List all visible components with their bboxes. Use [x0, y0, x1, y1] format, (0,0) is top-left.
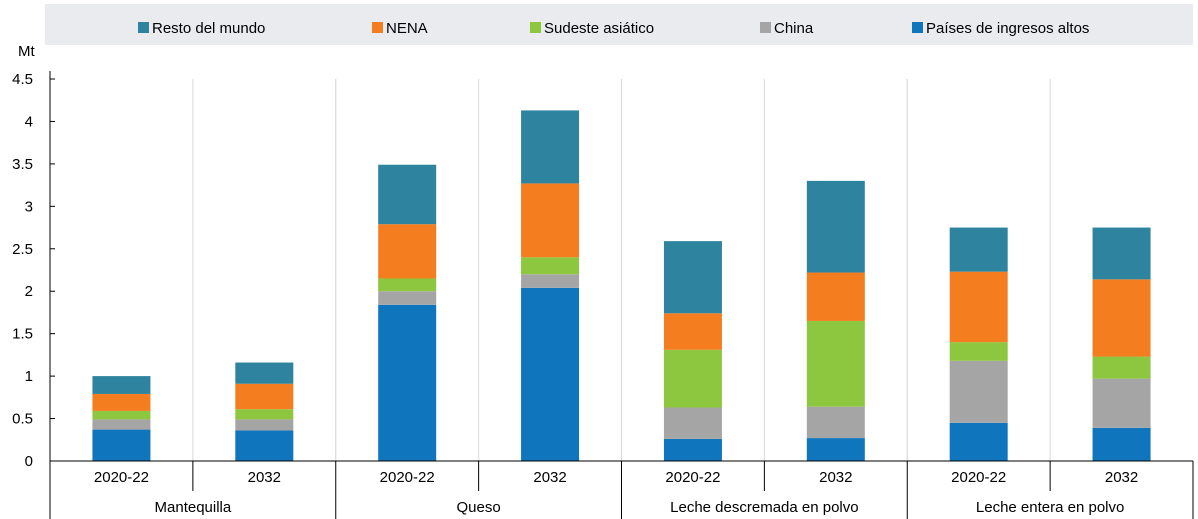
bar-segment — [92, 393, 151, 411]
x-group-label: Mantequilla — [155, 499, 232, 516]
bar-segment — [663, 407, 722, 439]
x-category-label: 2032 — [819, 469, 852, 486]
bar-segment — [806, 438, 865, 461]
y-tick-label: 1.5 — [12, 326, 33, 343]
bar-segment — [806, 320, 865, 407]
legend-label: Sudeste asiático — [544, 20, 654, 37]
bar-segment — [521, 274, 580, 288]
legend-label: Países de ingresos altos — [926, 20, 1089, 37]
bar-segment — [1092, 378, 1151, 428]
bar-segment — [663, 241, 722, 314]
legend-label: China — [774, 20, 814, 37]
x-category-label: 2020-22 — [380, 469, 435, 486]
bar-segment — [235, 383, 294, 410]
y-tick-label: 4 — [25, 113, 33, 130]
legend-swatch — [912, 22, 923, 33]
bars — [92, 110, 1151, 461]
bar-segment — [663, 313, 722, 350]
legend-label: NENA — [386, 20, 428, 37]
axes — [49, 71, 1194, 519]
bar-segment — [806, 406, 865, 439]
legend: Resto del mundo NENA Sudeste asiático China… — [138, 20, 1089, 37]
bar-segment — [235, 362, 294, 384]
x-category-label: 2020-22 — [951, 469, 1006, 486]
legend-swatch — [372, 22, 383, 33]
legend-swatch — [760, 22, 771, 33]
x-category-label: 2032 — [533, 469, 566, 486]
bar-segment — [521, 183, 580, 258]
bar-segment — [92, 410, 151, 420]
bar-segment — [235, 419, 294, 431]
bar-segment — [949, 342, 1008, 361]
bar-segment — [378, 278, 437, 292]
y-tick-label: 1 — [25, 368, 33, 385]
bar-segment — [521, 287, 580, 461]
bar-segment — [949, 422, 1008, 461]
y-tick-label: 2 — [25, 283, 33, 300]
legend-background — [45, 4, 1193, 45]
x-category-label: 2032 — [1105, 469, 1138, 486]
bar-segment — [949, 271, 1008, 343]
bar-segment — [92, 419, 151, 430]
bar-segment — [235, 430, 294, 461]
legend-swatch — [530, 22, 541, 33]
x-axis-labels: 2020-22 2032 2020-22 2032 2020-22 2032 2020-22… — [94, 469, 1138, 486]
bar-segment — [949, 360, 1008, 423]
bar-segment — [1092, 356, 1151, 379]
bar-segment — [521, 257, 580, 275]
x-category-label: 2020-22 — [665, 469, 720, 486]
y-tick-label: 3.5 — [12, 156, 33, 173]
bar-segment — [663, 438, 722, 461]
bar-segment — [378, 224, 437, 279]
bar-segment — [806, 272, 865, 321]
bar-segment — [92, 376, 151, 394]
bar-segment — [92, 429, 151, 461]
legend-swatch — [138, 22, 149, 33]
bar-segment — [806, 180, 865, 273]
legend-label: Resto del mundo — [152, 20, 265, 37]
bar-segment — [378, 304, 437, 461]
bar-segment — [521, 110, 580, 184]
y-tick-label: 0.5 — [12, 411, 33, 428]
x-group-label: Leche descremada en polvo — [670, 499, 858, 516]
bar-segment — [663, 349, 722, 408]
y-axis-unit: Mt — [18, 43, 35, 60]
bar-segment — [1092, 279, 1151, 357]
bar-segment — [949, 227, 1008, 272]
bar-segment — [1092, 427, 1151, 461]
x-group-label: Leche entera en polvo — [976, 499, 1124, 516]
x-category-label: 2020-22 — [94, 469, 149, 486]
y-tick-label: 4.5 — [12, 71, 33, 88]
bar-segment — [235, 409, 294, 420]
bar-segment — [378, 164, 437, 225]
bar-segment — [378, 291, 437, 305]
y-tick-label: 0 — [25, 453, 33, 470]
group-separators — [192, 79, 1051, 461]
y-tick-label: 2.5 — [12, 241, 33, 258]
y-axis-ticks: 0 0.5 1 1.5 2 2.5 3 3.5 4 4.5 — [12, 71, 55, 470]
x-group-label: Queso — [457, 499, 501, 516]
group-labels: Mantequilla Queso Leche descremada en polv… — [155, 499, 1125, 516]
x-category-label: 2032 — [248, 469, 281, 486]
bar-segment — [1092, 227, 1151, 280]
y-tick-label: 3 — [25, 198, 33, 215]
